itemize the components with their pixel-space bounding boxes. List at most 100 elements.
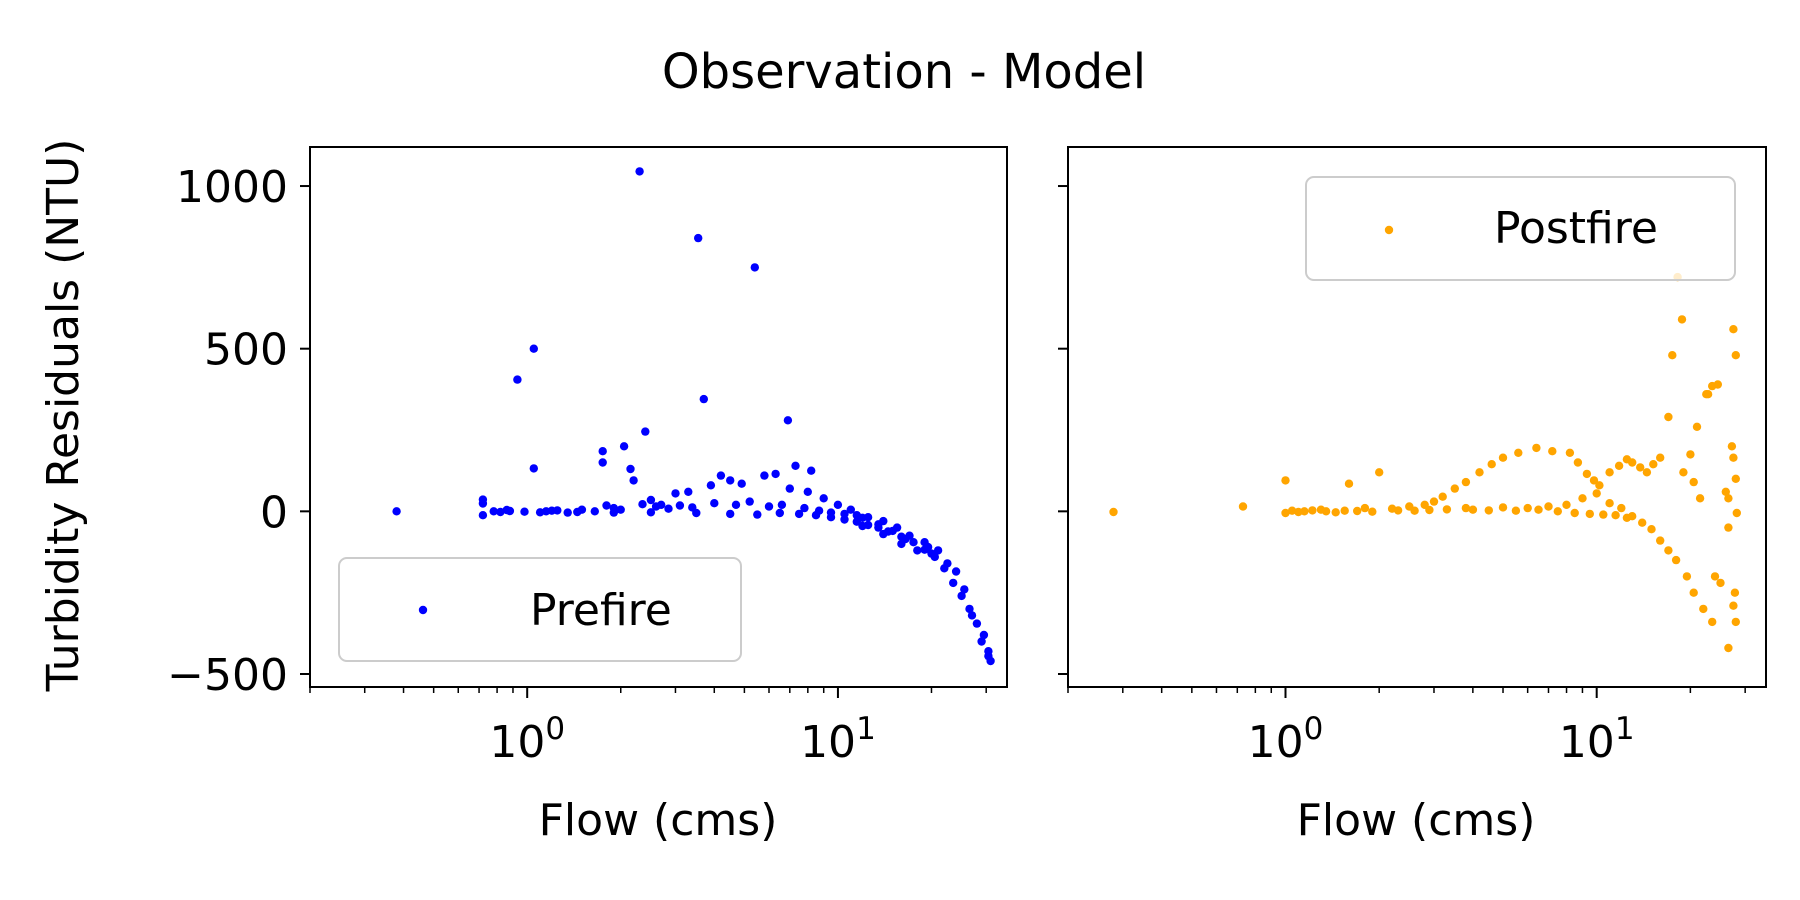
postfire-legend: Postfire bbox=[1305, 176, 1736, 281]
prefire-data-point bbox=[553, 506, 562, 515]
prefire-data-point bbox=[783, 416, 793, 425]
postfire-data-point bbox=[1716, 578, 1725, 588]
prefire-data-point bbox=[616, 505, 625, 514]
prefire-points bbox=[392, 167, 995, 666]
prefire-data-point bbox=[646, 508, 656, 517]
prefire-data-point bbox=[775, 508, 784, 518]
postfire-data-point bbox=[1730, 588, 1740, 597]
prefire-data-point bbox=[984, 651, 993, 661]
postfire-data-point bbox=[1498, 503, 1508, 512]
postfire-points bbox=[1109, 272, 1742, 653]
prefire-data-point bbox=[811, 511, 821, 520]
y-axis-label: Turbidity Residuals (NTU) bbox=[38, 139, 89, 693]
postfire-data-point bbox=[1679, 468, 1688, 477]
prefire-data-point bbox=[694, 233, 703, 243]
prefire-data-point bbox=[513, 375, 522, 384]
prefire-data-point bbox=[760, 471, 769, 480]
prefire-data-point bbox=[609, 508, 618, 517]
postfire-data-point bbox=[1729, 325, 1738, 334]
prefire-data-point bbox=[731, 500, 741, 509]
postfire-x-axis-label: Flow (cms) bbox=[1297, 795, 1536, 846]
postfire-data-point bbox=[1498, 453, 1508, 462]
prefire-data-point bbox=[858, 521, 867, 531]
prefire-data-point bbox=[771, 469, 780, 479]
prefire-data-point bbox=[692, 508, 701, 518]
prefire-panel: 1000 500 0 −500 100 101 Flow (cms) Prefire bbox=[167, 146, 1008, 846]
postfire-data-point bbox=[1729, 453, 1738, 462]
prefire-data-point bbox=[972, 619, 982, 628]
postfire-data-point bbox=[1724, 643, 1733, 653]
prefire-data-point bbox=[897, 532, 906, 541]
postfire-data-point bbox=[1582, 469, 1592, 479]
postfire-data-point bbox=[1468, 505, 1478, 514]
postfire-data-point bbox=[1605, 468, 1614, 477]
postfire-data-point bbox=[1724, 494, 1733, 503]
y-tick-label: 1000 bbox=[176, 162, 288, 213]
postfire-data-point bbox=[1611, 511, 1620, 520]
postfire-data-point bbox=[1671, 555, 1681, 565]
postfire-data-point bbox=[1375, 468, 1384, 477]
prefire-axis-ticks: 1000 500 0 −500 100 101 bbox=[167, 162, 987, 768]
postfire-data-point bbox=[1664, 546, 1673, 555]
prefire-data-point bbox=[764, 502, 774, 511]
prefire-data-point bbox=[965, 604, 974, 614]
postfire-data-point bbox=[1664, 412, 1673, 422]
postfire-data-point bbox=[1532, 443, 1541, 453]
postfire-data-point bbox=[1281, 476, 1290, 485]
prefire-data-point bbox=[897, 539, 906, 549]
postfire-data-point bbox=[1565, 448, 1575, 457]
prefire-data-point bbox=[807, 466, 816, 475]
postfire-data-point bbox=[1689, 477, 1698, 487]
prefire-data-point bbox=[863, 513, 873, 522]
postfire-data-point bbox=[1461, 477, 1471, 487]
prefire-data-point bbox=[684, 487, 693, 496]
prefire-data-point bbox=[726, 476, 735, 485]
prefire-x-axis-label: Flow (cms) bbox=[539, 795, 778, 846]
postfire-data-point bbox=[1695, 494, 1705, 503]
prefire-data-point bbox=[529, 464, 538, 473]
prefire-data-point bbox=[638, 500, 647, 509]
prefire-legend-box bbox=[338, 557, 742, 662]
prefire-data-point bbox=[979, 630, 989, 640]
y-tick-label: 500 bbox=[204, 325, 288, 376]
prefire-data-point bbox=[710, 499, 719, 508]
postfire-data-point bbox=[1617, 503, 1626, 513]
postfire-data-point bbox=[1647, 525, 1656, 534]
postfire-data-point bbox=[1677, 315, 1687, 324]
y-tick-label: 0 bbox=[260, 487, 288, 538]
postfire-data-point bbox=[1713, 380, 1723, 389]
postfire-data-point bbox=[1360, 503, 1370, 513]
prefire-legend-marker bbox=[418, 605, 428, 615]
postfire-data-point bbox=[1548, 447, 1557, 456]
prefire-data-point bbox=[478, 499, 488, 508]
prefire-data-point bbox=[800, 503, 809, 513]
prefire-legend: Prefire bbox=[338, 557, 742, 662]
prefire-data-point bbox=[777, 500, 787, 509]
postfire-data-point bbox=[1682, 572, 1692, 581]
postfire-data-point bbox=[1294, 507, 1303, 517]
prefire-data-point bbox=[785, 484, 794, 493]
postfire-data-point bbox=[1308, 506, 1317, 515]
y-tick-label: −500 bbox=[167, 650, 288, 701]
postfire-data-point bbox=[1573, 458, 1583, 467]
postfire-data-point bbox=[1689, 588, 1698, 597]
postfire-data-point bbox=[1656, 536, 1665, 545]
postfire-data-point bbox=[1450, 484, 1460, 493]
postfire-data-point bbox=[1731, 474, 1741, 483]
postfire-plot-frame bbox=[1067, 146, 1767, 688]
prefire-data-point bbox=[840, 515, 849, 524]
postfire-data-point bbox=[1605, 499, 1614, 508]
postfire-data-point bbox=[1614, 461, 1624, 470]
postfire-data-point bbox=[1281, 508, 1290, 518]
postfire-data-point bbox=[1475, 468, 1484, 477]
postfire-data-point bbox=[1589, 476, 1599, 485]
postfire-data-point bbox=[1703, 390, 1713, 399]
prefire-data-point bbox=[496, 507, 505, 517]
postfire-data-point bbox=[1461, 503, 1471, 513]
postfire-data-point bbox=[1636, 463, 1645, 472]
postfire-data-point bbox=[1649, 460, 1658, 469]
postfire-data-point bbox=[1544, 502, 1553, 511]
prefire-data-point bbox=[920, 545, 929, 554]
prefire-data-point bbox=[920, 538, 929, 547]
